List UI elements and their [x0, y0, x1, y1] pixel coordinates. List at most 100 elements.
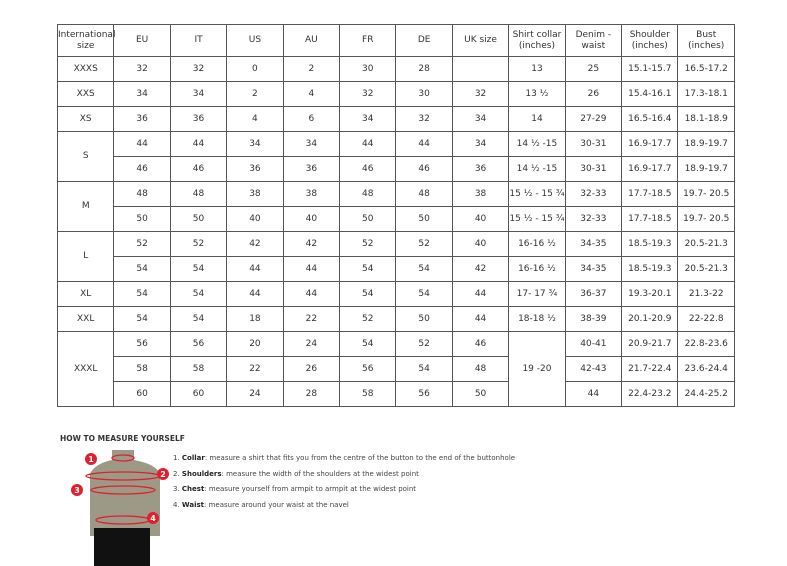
marker-3-label: 3 [74, 486, 80, 495]
column-header: International size [56, 24, 115, 57]
marker-3 [71, 484, 83, 496]
column-header: US [226, 24, 284, 57]
table-cell: 46 [451, 331, 510, 357]
step-num: 4. [173, 500, 180, 509]
measure-title: HOW TO MEASURE YOURSELF [60, 434, 185, 443]
table-cell: 28 [282, 381, 341, 407]
column-header: Shirt collar (inches) [508, 24, 566, 57]
table-cell: 44 [226, 256, 284, 282]
table-cell: 32 [113, 56, 171, 82]
table-cell: 50 [339, 206, 397, 232]
table-cell: 58 [339, 381, 397, 407]
collar-line [111, 454, 135, 462]
marker-1-label: 1 [88, 455, 94, 464]
table-cell: 18 [226, 306, 284, 332]
table-cell: 32-33 [564, 181, 623, 207]
table-cell: 44 [226, 281, 284, 307]
table-cell: 48 [395, 181, 453, 207]
table-cell: 48 [169, 181, 228, 207]
table-cell: 34 [339, 106, 397, 132]
table-row: XXXS 32 32 0 2 30 28 13 25 15.1-15.7 16.5-17.2 [56, 56, 735, 82]
table-cell: 34 [451, 106, 510, 132]
table-cell: 42-43 [564, 356, 623, 382]
table-cell: 44 [169, 131, 228, 157]
table-cell: 16-16 ½ [508, 256, 566, 282]
table-cell: 36 [169, 106, 228, 132]
table-cell: 25 [564, 56, 623, 82]
table-cell: 56 [113, 331, 171, 357]
table-cell: 23.6-24.4 [677, 356, 735, 382]
table-cell: 40 [226, 206, 284, 232]
table-cell: 50 [451, 381, 510, 407]
table-cell: 18-18 ½ [508, 306, 566, 332]
table-cell: 34 [169, 81, 228, 107]
table-cell: 42 [226, 231, 284, 257]
table-cell: 0 [226, 56, 284, 82]
table-cell: 32 [339, 81, 397, 107]
column-header: Bust (inches) [677, 24, 735, 57]
table-cell: 54 [395, 356, 453, 382]
table-cell: 48 [451, 356, 510, 382]
table-cell: 52 [169, 231, 228, 257]
table-cell: 40 [282, 206, 341, 232]
table-cell: 20.1-20.9 [621, 306, 679, 332]
table-cell: 54 [169, 281, 228, 307]
table-cell: 34-35 [564, 256, 623, 282]
table-cell: 22.8-23.6 [677, 331, 735, 357]
table-cell: 44 [339, 131, 397, 157]
column-header: EU [113, 24, 171, 57]
column-header: FR [339, 24, 397, 57]
size-cell: L [56, 231, 115, 282]
table-cell: 34 [451, 131, 510, 157]
table-cell: 17.7-18.5 [621, 206, 679, 232]
step-num: 2. [173, 469, 180, 478]
table-cell: 18.5-19.3 [621, 256, 679, 282]
table-cell: 50 [113, 206, 171, 232]
table-cell: 54 [395, 281, 453, 307]
table-cell: 28 [395, 56, 453, 82]
table-cell: 30 [395, 81, 453, 107]
step-label: Collar [181, 454, 205, 462]
step-collar: 1. Collar: measure a shirt that fits you… [173, 451, 515, 467]
table-cell: 46 [339, 156, 397, 182]
table-cell: 22 [226, 356, 284, 382]
table-cell: 18.1-18.9 [677, 106, 735, 132]
table-cell: 40 [451, 206, 510, 232]
torso [90, 450, 160, 536]
table-cell: 14 [508, 106, 566, 132]
table-cell: 16-16 ½ [508, 231, 566, 257]
step-label: Shoulders [181, 469, 222, 478]
table-row: 60 60 24 28 58 56 50 44 22.4-23.2 24.4-25.2 [58, 381, 735, 407]
table-cell: 54 [113, 256, 171, 282]
table-row: 50 50 40 40 50 50 40 15 ½ - 15 ¾ 32-33 17.7-18.5 1… [58, 206, 735, 232]
marker-4-label: 4 [150, 514, 156, 523]
size-cell: XXXL [56, 331, 115, 407]
step-text: : measure yourself from armpit to armpit… [204, 485, 417, 493]
table-cell: 16.9-17.7 [621, 156, 679, 182]
table-cell: 36 [282, 156, 341, 182]
table-cell: 34 [113, 81, 171, 107]
table-cell: 32-33 [564, 206, 623, 232]
table-cell: 32 [395, 106, 453, 132]
table-cell: 15 ½ - 15 ¾ [508, 206, 566, 232]
table-cell: 54 [113, 306, 171, 332]
table-cell: 46 [169, 156, 228, 182]
table-cell: 58 [113, 356, 171, 382]
table-cell: 38 [226, 181, 284, 207]
table-cell: 54 [113, 281, 171, 307]
table-cell: 20.5-21.3 [677, 256, 735, 282]
table-cell: 30-31 [564, 156, 623, 182]
size-cell: XXXS [56, 56, 115, 82]
table-cell: 4 [282, 81, 341, 107]
table-cell: 21.3-22 [677, 281, 735, 307]
table-cell: 38-39 [564, 306, 623, 332]
body-measure-figure: 1 2 3 4 [71, 450, 169, 566]
column-header: Shoulder (inches) [621, 24, 679, 57]
size-cell: XXL [56, 306, 115, 332]
table-row: XXL 54 54 18 22 52 50 44 18-18 ½ 38-39 20.1-20.9 22… [56, 306, 735, 332]
table-cell: 36 [226, 156, 284, 182]
table-cell: 16.9-17.7 [621, 131, 679, 157]
table-cell: 44 [564, 381, 623, 407]
table-cell: 56 [395, 381, 453, 407]
step-text: : measure the width of the shoulders at … [221, 469, 419, 478]
